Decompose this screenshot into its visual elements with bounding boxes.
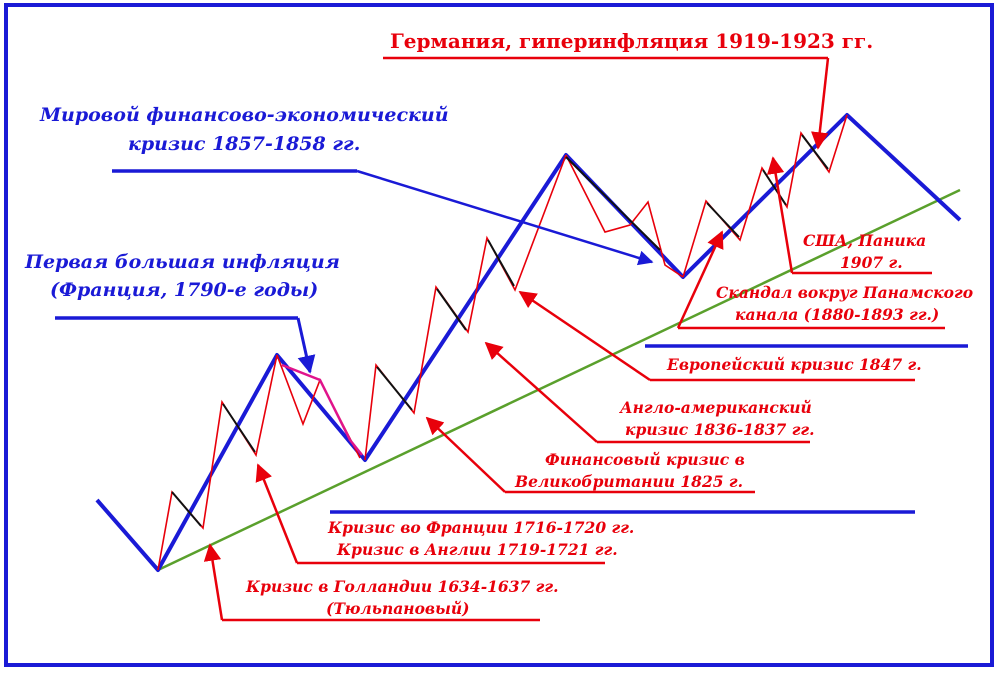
panama-label-1: Скандал вокруг Панамского (716, 283, 973, 302)
world-crisis-label-1: Мировой финансово-экономический (39, 104, 449, 126)
red-callouts (203, 56, 945, 622)
outer-frame (4, 3, 994, 667)
panama-label-2: канала (1880-1893 гг.) (735, 305, 939, 324)
black-corrections (171, 134, 829, 527)
holland-label-2: (Тюльпановый) (326, 599, 469, 618)
usa-panic-label-1: США, Паника (803, 231, 926, 250)
holland-label-1: Кризис в Голландии 1634-1637 гг. (245, 577, 559, 596)
european-crisis-label: Европейский кризис 1847 г. (666, 355, 922, 374)
green-trend-line (157, 188, 961, 572)
blue-wave-line (95, 113, 962, 572)
england-1719-label: Кризис в Англии 1719-1721 гг. (336, 540, 618, 559)
anglo-american-label-2: кризис 1836-1837 гг. (625, 420, 815, 439)
first-inflation-label-2: (Франция, 1790-е годы) (50, 279, 318, 301)
red-sub-waves (157, 114, 848, 571)
title: Германия, гиперинфляция 1919-1923 гг. (390, 29, 873, 53)
blue-callouts (55, 169, 968, 514)
britain-1825-label-2: Великобритании 1825 г. (514, 472, 743, 491)
usa-panic-label-2: 1907 г. (840, 253, 903, 272)
britain-1825-label-1: Финансовый кризис в (545, 450, 745, 469)
first-inflation-label-1: Первая большая инфляция (24, 251, 340, 273)
anglo-american-label-1: Англо-американский (619, 398, 812, 417)
france-1716-label: Кризис во Франции 1716-1720 гг. (327, 518, 634, 537)
world-crisis-label-2: кризис 1857-1858 гг. (128, 133, 360, 155)
